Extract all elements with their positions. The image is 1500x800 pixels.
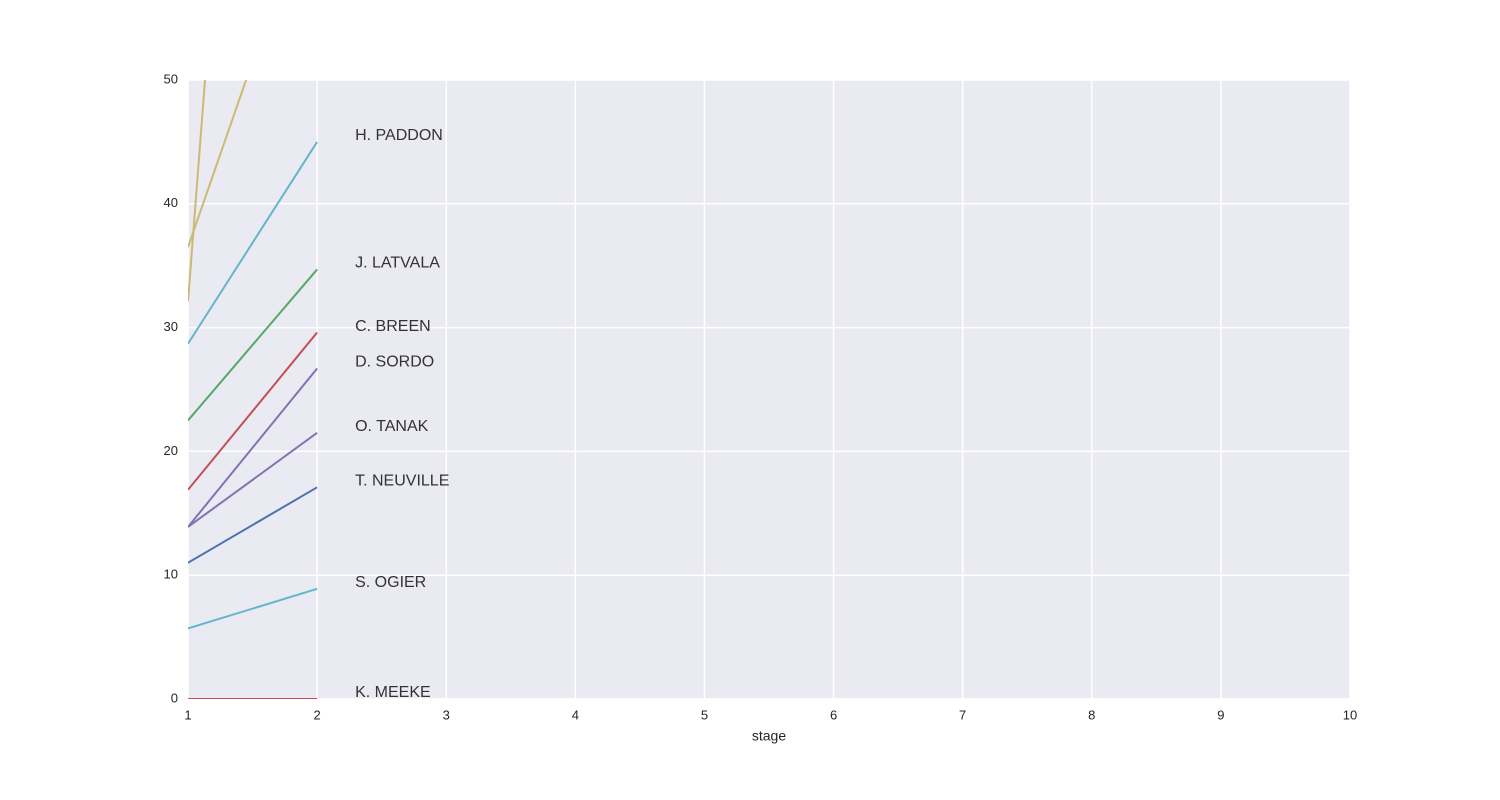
lines <box>188 80 318 699</box>
series-line <box>188 141 318 345</box>
y-tick-label: 40 <box>164 195 178 210</box>
x-tick-label: 4 <box>572 707 579 722</box>
line-label: T. NEUVILLE <box>355 473 449 490</box>
series-line <box>188 80 248 248</box>
x-tick-label: 1 <box>184 707 191 722</box>
grid <box>187 79 1351 700</box>
y-tick-label: 10 <box>164 567 178 582</box>
y-tick-label: 50 <box>164 71 178 86</box>
x-tick-label: 5 <box>701 707 708 722</box>
x-axis-label: stage <box>752 728 786 744</box>
x-tick-label: 2 <box>313 707 320 722</box>
x-tick-label: 10 <box>1343 707 1357 722</box>
series-line <box>188 486 318 564</box>
x-tick-label: 9 <box>1217 707 1224 722</box>
series-line <box>188 331 318 491</box>
line-label: D. SORDO <box>355 354 434 371</box>
y-tick-label: 30 <box>164 319 178 334</box>
plot-background <box>188 80 1350 699</box>
y-tick-label: 0 <box>171 690 178 705</box>
series-line <box>188 367 318 528</box>
labels: 0 10 20 30 40 50 1 2 3 4 5 6 7 8 9 10 K. MEEKE S. OGIER T.… <box>164 71 1358 722</box>
line-label: S. OGIER <box>355 574 426 591</box>
line-label: J. LATVALA <box>355 255 440 272</box>
x-tick-label: 6 <box>830 707 837 722</box>
x-tick-label: 8 <box>1088 707 1095 722</box>
y-tick-label: 20 <box>164 443 178 458</box>
line-label: K. MEEKE <box>355 684 431 701</box>
series-line <box>188 268 318 422</box>
line-label: H. PADDON <box>355 127 443 144</box>
x-tick-label: 3 <box>443 707 450 722</box>
line-label: C. BREEN <box>355 318 431 335</box>
x-tick-label: 7 <box>959 707 966 722</box>
series-line <box>188 432 318 528</box>
series-line <box>188 587 318 630</box>
line-label: O. TANAK <box>355 418 429 435</box>
